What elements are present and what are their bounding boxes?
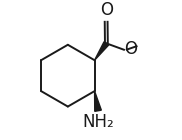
Polygon shape xyxy=(95,91,101,111)
Text: O: O xyxy=(100,1,113,19)
Polygon shape xyxy=(95,42,109,60)
Text: NH₂: NH₂ xyxy=(82,113,114,131)
Text: O: O xyxy=(124,40,138,58)
